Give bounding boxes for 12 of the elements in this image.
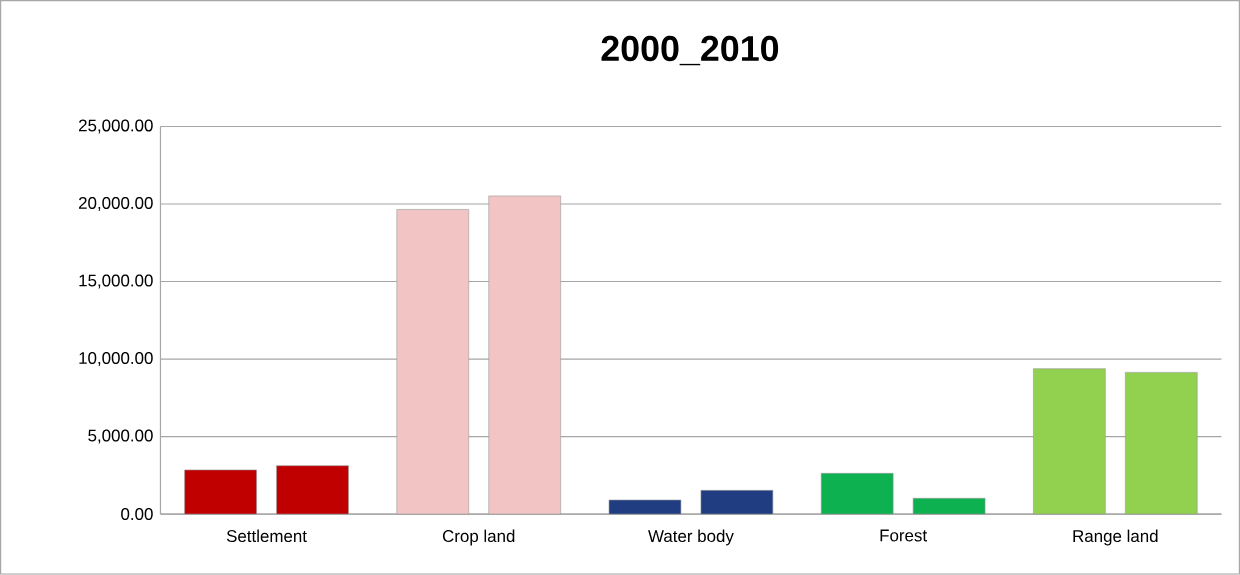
x-tick-label: Settlement [226, 529, 307, 543]
y-tick-label: 0.00 [121, 508, 153, 521]
chart-title: 2000_2010 [601, 36, 779, 66]
x-tick-label: Water body [648, 529, 734, 546]
x-tick-label: Range land [1073, 529, 1158, 546]
y-tick-label: 5,000.00 [88, 429, 153, 444]
y-tick-label: 25,000.00 [78, 119, 153, 134]
x-tick-label: Crop land [442, 529, 515, 546]
y-tick-label: 15,000.00 [79, 274, 153, 289]
y-tick-label: 20,000.00 [78, 197, 153, 212]
x-tick-label: Forest [880, 529, 927, 542]
y-tick-label: 10,000.00 [79, 352, 153, 367]
